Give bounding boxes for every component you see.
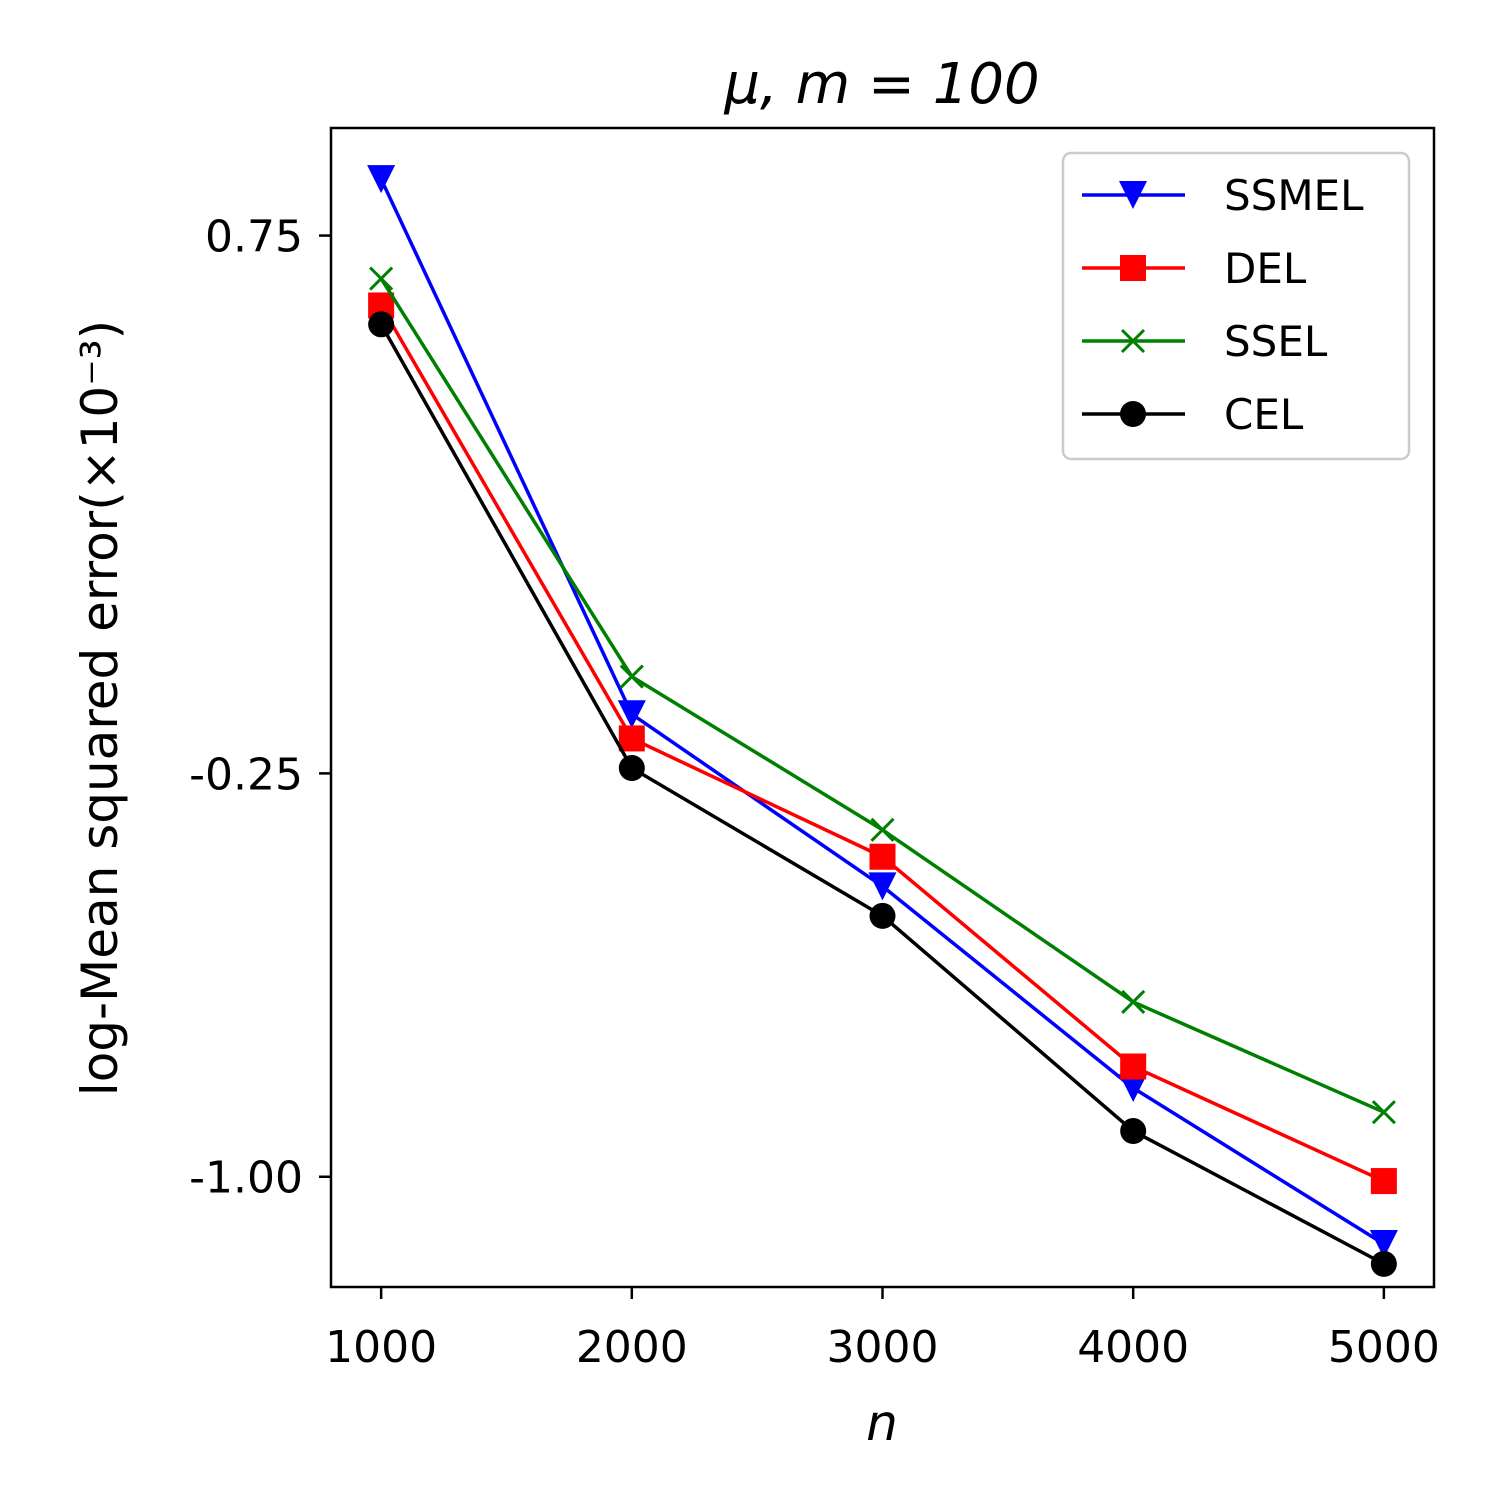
legend-marker-del [1120, 255, 1146, 281]
data-point-ssmel [617, 700, 646, 729]
y-axis-label: log-Mean squared error(×10⁻³) [71, 320, 129, 1096]
chart-title: μ, m = 100 [723, 52, 1039, 117]
data-point-ssel [1371, 1100, 1396, 1125]
data-point-cel [618, 755, 645, 782]
legend-frame [1061, 151, 1411, 461]
data-point-cel [869, 902, 896, 929]
data-point-ssmel [868, 872, 897, 901]
y-tick-label: -1.00 [189, 1153, 303, 1204]
data-point-ssel [369, 266, 394, 291]
x-axis-label: n [866, 1394, 898, 1452]
x-tick-label: 3000 [827, 1322, 939, 1373]
data-point-ssmel [367, 165, 396, 194]
data-point-cel [1370, 1250, 1397, 1277]
y-tick-label: 0.75 [205, 212, 303, 263]
data-point-ssel [870, 817, 895, 842]
data-point-ssel [619, 664, 644, 689]
x-tick-label: 5000 [1328, 1322, 1440, 1373]
data-point-cel [1120, 1118, 1147, 1145]
plot-frame [329, 126, 1436, 1289]
legend-label-ssmel: SSMEL [1224, 171, 1364, 220]
y-axis-ticks: 0.75 -0.25 -1.00 [189, 212, 331, 1204]
legend-items: SSMEL DEL SSEL CEL [1082, 171, 1364, 439]
y-tick-label: -0.25 [189, 749, 303, 800]
data-point-del [618, 725, 645, 752]
x-tick-label: 1000 [325, 1322, 437, 1373]
data-point-ssel [1121, 989, 1146, 1015]
data-point-cel [368, 311, 395, 338]
data-point-del [869, 843, 896, 870]
x-tick-label: 2000 [576, 1322, 688, 1373]
legend-marker-cel [1120, 401, 1146, 427]
legend-label-ssel: SSEL [1224, 317, 1328, 366]
x-tick-label: 4000 [1077, 1322, 1189, 1373]
data-point-ssmel [1119, 1074, 1148, 1103]
legend: SSMEL DEL SSEL CEL [1061, 151, 1411, 461]
legend-marker-ssel [1120, 328, 1146, 354]
data-point-del [1370, 1168, 1397, 1195]
data-point-del [1120, 1053, 1147, 1080]
series-layer [367, 165, 1398, 1277]
legend-label-cel: CEL [1224, 390, 1304, 439]
legend-label-del: DEL [1224, 244, 1307, 293]
legend-marker-ssmel [1119, 181, 1147, 209]
x-axis-ticks: 1000 2000 3000 4000 5000 [325, 1287, 1440, 1373]
data-point-ssmel [1369, 1229, 1398, 1258]
